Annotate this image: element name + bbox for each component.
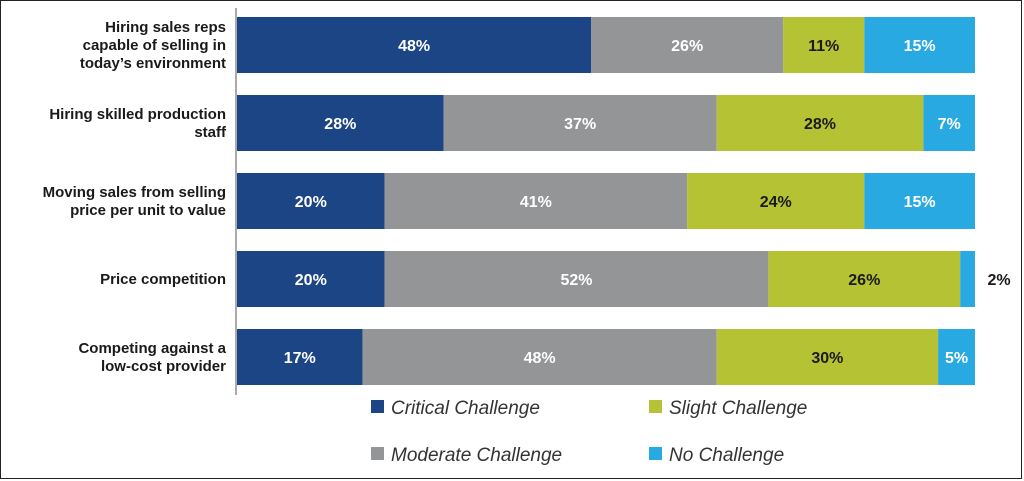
bar-segment xyxy=(864,17,975,73)
legend-entry: No Challenge xyxy=(669,445,784,466)
category-label: today’s environment xyxy=(80,55,226,72)
data-label: 15% xyxy=(904,194,936,211)
bar-segment xyxy=(237,95,444,151)
data-label: 2% xyxy=(987,272,1010,289)
bar-segment xyxy=(443,95,717,151)
data-label: 41% xyxy=(520,194,552,211)
bar-segment xyxy=(938,329,975,385)
bar-segment xyxy=(716,95,924,151)
data-label: 17% xyxy=(284,350,316,367)
bar-segment xyxy=(768,251,961,307)
category-label: price per unit to value xyxy=(70,202,226,219)
category-label: Hiring skilled production xyxy=(49,106,226,123)
data-label: 20% xyxy=(295,194,327,211)
data-label: 48% xyxy=(524,350,556,367)
bar-segment xyxy=(923,95,975,151)
bar-segment xyxy=(716,329,939,385)
data-label: 48% xyxy=(398,38,430,55)
legend-swatch xyxy=(371,400,384,413)
bar-segment xyxy=(237,251,385,307)
category-label: Competing against a xyxy=(78,340,226,357)
legend-swatch xyxy=(649,447,662,460)
legend-entry: Slight Challenge xyxy=(669,398,807,419)
bar-segment xyxy=(237,329,363,385)
data-label: 20% xyxy=(295,272,327,289)
bar-segment xyxy=(384,251,769,307)
category-label: low-cost provider xyxy=(101,358,226,375)
bar-segment xyxy=(960,251,975,307)
category-label: Moving sales from selling xyxy=(43,184,226,201)
data-label: 5% xyxy=(945,350,968,367)
data-label: 26% xyxy=(848,272,880,289)
bar-segment xyxy=(362,329,717,385)
legend-swatch xyxy=(371,447,384,460)
category-label: Hiring sales reps xyxy=(105,19,226,36)
bar-segment xyxy=(687,173,865,229)
data-label: 37% xyxy=(564,116,596,133)
bar-segment xyxy=(237,173,385,229)
data-label: 30% xyxy=(811,350,843,367)
legend: Critical Challenge Moderate Challenge Slig… xyxy=(371,398,807,466)
data-label: 11% xyxy=(808,38,839,55)
category-label: Price competition xyxy=(100,271,226,288)
bar-segment xyxy=(783,17,865,73)
data-label: 28% xyxy=(804,116,836,133)
data-label: 52% xyxy=(560,272,592,289)
legend-entry: Moderate Challenge xyxy=(391,445,562,466)
legend-swatch xyxy=(649,400,662,413)
category-label: staff xyxy=(194,124,227,141)
category-label: capable of selling in xyxy=(83,37,226,54)
bar-segment xyxy=(864,173,975,229)
data-label: 7% xyxy=(938,116,961,133)
data-label: 24% xyxy=(760,194,792,211)
legend-entry: Critical Challenge xyxy=(391,398,540,419)
bars-group: 48% 26% 11% 15% 28% 37% 28% 7% 20% 41% 24% 15% 20% 52… xyxy=(237,17,1011,385)
bar-segment xyxy=(237,17,592,73)
data-label: 28% xyxy=(324,116,356,133)
data-label: 15% xyxy=(904,38,936,55)
bar-segment xyxy=(591,17,784,73)
data-label: 26% xyxy=(671,38,703,55)
bar-segment xyxy=(384,173,688,229)
